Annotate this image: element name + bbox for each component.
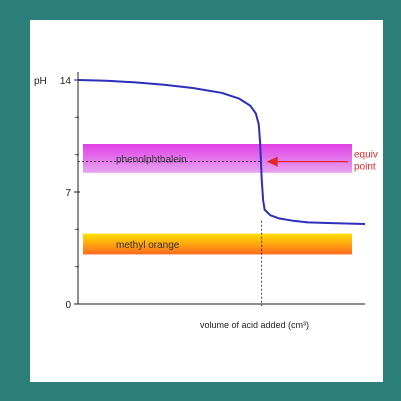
titration-curve <box>77 79 366 225</box>
phenolphthalein-label: phenolphthalein <box>116 154 187 165</box>
y-tick-label: 14 <box>60 76 72 87</box>
phenolphthalein-band <box>83 144 352 173</box>
annotation-arrow-head <box>266 156 278 167</box>
y-tick-label: 7 <box>65 188 71 199</box>
chart-panel: phenolphthalein methyl orange 0 7 14 pH vo… <box>30 20 383 382</box>
x-axis-label: volume of acid added (cm³) <box>200 320 309 330</box>
y-axis-label: pH <box>34 76 47 87</box>
annotation-text-line-1: equiv <box>354 150 378 161</box>
annotation-text-line-2: point <box>354 162 376 173</box>
titration-chart: phenolphthalein methyl orange 0 7 14 pH vo… <box>34 72 378 330</box>
equivalence-annotation: equiv point <box>266 150 378 173</box>
y-ticks: 0 7 14 <box>60 76 80 311</box>
y-tick-label: 0 <box>65 300 71 311</box>
methyl-orange-label: methyl orange <box>116 240 180 251</box>
methyl-orange-band <box>83 233 352 255</box>
